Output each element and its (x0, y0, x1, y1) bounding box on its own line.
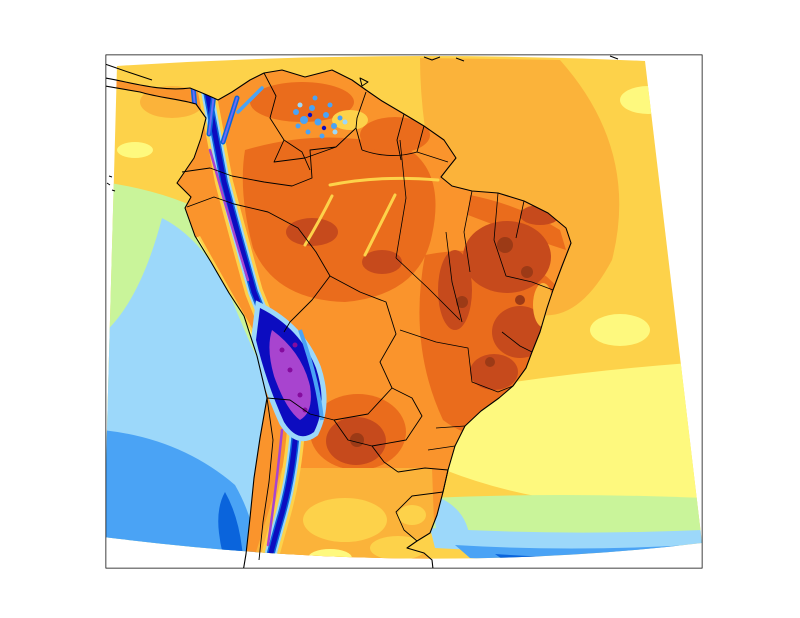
svg-text:14: 14 (741, 420, 757, 435)
colorbar-arrow-bottom (718, 544, 736, 578)
south-atlantic-22c-band (433, 362, 702, 507)
svg-text:EQ: EQ (78, 169, 97, 184)
colorbar-cell (718, 427, 736, 456)
colorbar-cell (718, 107, 736, 136)
svg-text:20: 20 (741, 333, 756, 348)
svg-text:18: 18 (741, 362, 757, 377)
y-axis-labels: 10N 5N EQ 5S 10S 15S 20S 25S 30S 35S (73, 68, 97, 540)
roraima-light-patch (332, 110, 368, 130)
svg-text:15S: 15S (74, 322, 97, 337)
colorbar-cell (718, 514, 736, 543)
map-plot-area: 10N 5N EQ 5S 10S 15S 20S 25S 30S 35S 90W… (73, 19, 757, 591)
south-atlantic-14c-sliver (495, 554, 650, 559)
svg-text:26: 26 (741, 246, 757, 261)
south-atlantic-18c-band (430, 528, 702, 553)
borders-layer (105, 55, 619, 569)
andes-east-fringe (298, 329, 324, 421)
svg-text:60W: 60W (348, 576, 375, 591)
colorbar: 36 34 32 30 28 26 24 22 20 18 16 14 12 1… (718, 77, 757, 577)
svg-text:6: 6 (741, 537, 749, 552)
colorbar-cell (718, 253, 736, 282)
svg-text:30W: 30W (604, 576, 631, 591)
colorbar-cell (718, 311, 736, 340)
svg-text:55W: 55W (390, 576, 417, 591)
colorbar-cell (718, 369, 736, 398)
colorbar-cell (718, 223, 736, 252)
svg-text:30S: 30S (74, 474, 97, 489)
colorbar-arrow-top (718, 77, 736, 107)
svg-text:12: 12 (741, 449, 756, 464)
svg-text:35S: 35S (74, 525, 97, 540)
patagonia-pale-patch (308, 549, 352, 559)
svg-text:10S: 10S (74, 271, 97, 286)
svg-text:45W: 45W (476, 576, 503, 591)
venezuela-cool-speckles (293, 95, 343, 139)
colorbar-cell (718, 398, 736, 427)
svg-text:25S: 25S (74, 424, 97, 439)
shaded-temperature-field (105, 56, 702, 559)
svg-text:35W: 35W (561, 576, 588, 591)
svg-text:5N: 5N (80, 119, 97, 134)
svg-text:28: 28 (741, 216, 757, 231)
svg-text:5S: 5S (81, 220, 97, 235)
svg-text:80W: 80W (177, 576, 204, 591)
svg-text:36: 36 (741, 100, 757, 115)
colorbar-cell (718, 194, 736, 223)
altiplano-core-purple (269, 330, 311, 420)
svg-text:90W: 90W (92, 576, 119, 591)
map-title: Temp.2m(oC) eta3km SiSMOM 87h 15Z26DEC20… (100, 19, 701, 46)
colorbar-cell (718, 136, 736, 165)
svg-text:50W: 50W (433, 576, 460, 591)
uruguay-coast-cool-patch (434, 496, 470, 545)
atlantic-warm-band (420, 58, 620, 316)
colorbar-cell (718, 456, 736, 485)
svg-text:65W: 65W (305, 576, 332, 591)
svg-text:24: 24 (741, 275, 757, 290)
colorbar-cell (718, 340, 736, 369)
hot-34c-spots (350, 237, 533, 447)
svg-text:8: 8 (741, 507, 749, 522)
svg-text:30: 30 (741, 187, 756, 202)
svg-text:25W: 25W (646, 576, 673, 591)
svg-text:40W: 40W (518, 576, 545, 591)
svg-text:34: 34 (741, 129, 757, 144)
x-axis-labels: 90W 85W 80W 75W 70W 65W 60W 55W 50W 45W … (92, 576, 717, 591)
svg-text:22: 22 (741, 304, 756, 319)
svg-text:20W: 20W (689, 576, 716, 591)
galapagos-dots (106, 175, 116, 192)
svg-text:75W: 75W (220, 576, 247, 591)
svg-text:10: 10 (741, 478, 756, 493)
brazil-state-borders (395, 139, 554, 451)
colorbar-cell (718, 165, 736, 194)
country-borders (181, 72, 449, 561)
south-atlantic-20c-band (428, 495, 702, 536)
caribbean-coast-fragments (105, 55, 619, 192)
svg-text:20S: 20S (74, 373, 97, 388)
svg-text:85W: 85W (134, 576, 161, 591)
colorbar-cell (718, 485, 736, 514)
svg-text:16: 16 (741, 391, 757, 406)
colorbar-labels: 36 34 32 30 28 26 24 22 20 18 16 14 12 1… (741, 100, 757, 552)
venezuela-cold-speckles (307, 112, 327, 131)
svg-text:10N: 10N (73, 68, 97, 83)
venezuela-mild-speckles (297, 102, 348, 135)
svg-text:32: 32 (741, 158, 756, 173)
svg-text:70W: 70W (262, 576, 289, 591)
pampas-light-patches (303, 498, 426, 559)
colorbar-cell (718, 282, 736, 311)
